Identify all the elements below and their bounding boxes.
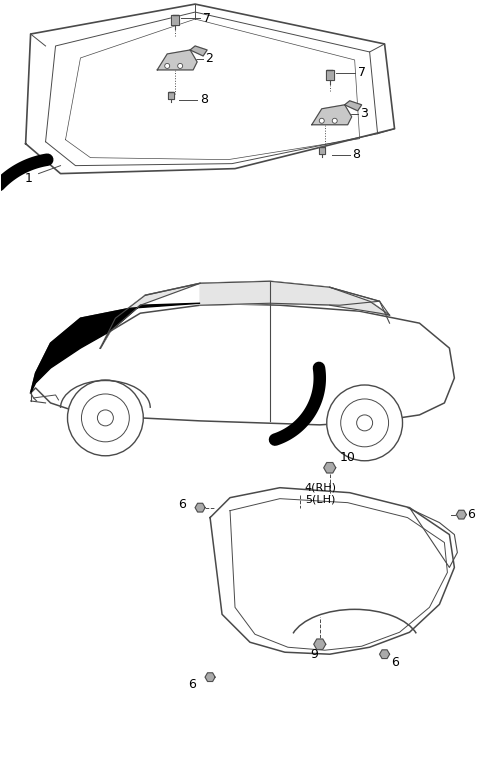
Polygon shape [171,15,179,25]
Text: 6: 6 [178,498,186,511]
Polygon shape [330,288,390,315]
Polygon shape [100,283,200,348]
Text: 7: 7 [358,66,366,79]
Text: 2: 2 [205,53,213,66]
Text: 1: 1 [24,172,33,185]
Polygon shape [210,488,455,654]
Polygon shape [31,303,455,425]
Polygon shape [324,462,336,473]
Polygon shape [326,70,334,80]
Text: 6: 6 [188,678,196,691]
Circle shape [68,380,144,456]
Polygon shape [319,146,325,153]
Polygon shape [314,639,326,649]
Circle shape [165,63,170,69]
Text: 6: 6 [468,508,475,521]
Polygon shape [200,282,380,305]
Polygon shape [168,92,174,99]
Polygon shape [345,101,361,111]
Text: 9: 9 [310,648,318,661]
Polygon shape [312,105,352,124]
Polygon shape [31,303,200,393]
Circle shape [332,118,337,124]
Circle shape [178,63,183,69]
Text: 4(RH): 4(RH) [305,483,337,493]
Text: 3: 3 [360,108,368,121]
Text: 8: 8 [352,148,360,161]
Polygon shape [157,50,197,70]
Polygon shape [195,504,205,512]
Circle shape [319,118,324,124]
Polygon shape [380,650,390,658]
Polygon shape [456,510,467,519]
Polygon shape [205,673,215,681]
Circle shape [327,385,403,461]
Polygon shape [190,46,207,56]
Text: 10: 10 [340,451,356,464]
Text: 8: 8 [200,93,208,106]
Polygon shape [25,4,395,174]
Text: 5(LH): 5(LH) [305,494,335,504]
Polygon shape [100,282,390,348]
Text: 6: 6 [392,655,399,668]
Text: 7: 7 [203,11,211,24]
